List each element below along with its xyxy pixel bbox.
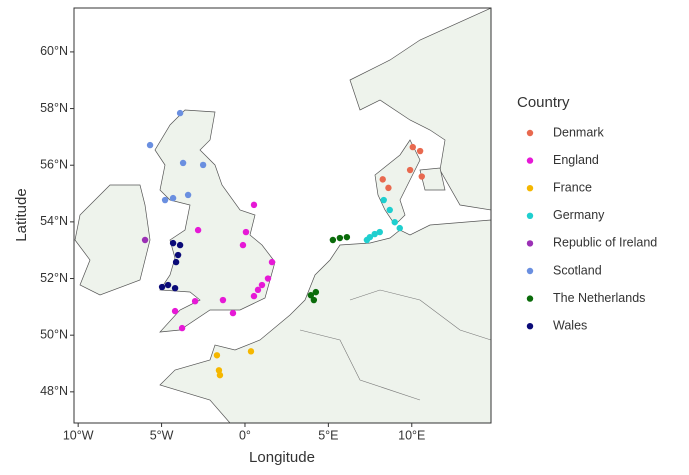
legend-key (526, 212, 534, 219)
point (418, 173, 425, 180)
x-tick-label: 10°W (63, 428, 94, 442)
point (174, 251, 182, 259)
point (184, 191, 192, 199)
y-tick-label: 50°N (40, 327, 68, 341)
legend-label: Scotland (553, 263, 602, 277)
map-background (74, 7, 492, 424)
point (385, 184, 392, 192)
point (169, 239, 177, 247)
y-tick-label: 58°N (40, 101, 68, 115)
point (376, 228, 383, 236)
legend-title: Country (517, 94, 570, 111)
point (158, 283, 166, 291)
y-tick-label: 54°N (40, 214, 68, 228)
point (247, 348, 255, 355)
point (164, 281, 172, 289)
point (191, 297, 199, 305)
y-axis-title: Latitude (13, 188, 30, 241)
point (386, 206, 393, 214)
y-tick-label: 52°N (40, 271, 68, 285)
point (215, 367, 223, 374)
point (371, 230, 378, 238)
point (250, 201, 258, 209)
point (264, 275, 272, 282)
x-axis-title: Longitude (249, 449, 315, 466)
legend-key (526, 185, 534, 192)
panel-border (73, 7, 492, 424)
point (213, 352, 221, 359)
point (416, 147, 424, 155)
legend-key (526, 295, 534, 302)
y-tick-label: 56°N (40, 158, 68, 172)
point (146, 141, 154, 149)
legend-label: Wales (553, 318, 587, 332)
legend-label: The Netherlands (553, 291, 645, 305)
point (254, 286, 262, 294)
legend-label: Republic of Ireland (553, 236, 657, 250)
point (391, 218, 398, 226)
x-tick-label: 0° (239, 428, 251, 442)
legend-label: Germany (553, 208, 605, 222)
point (219, 296, 227, 304)
point (406, 166, 414, 174)
point (258, 281, 266, 289)
point (242, 228, 250, 236)
point (343, 233, 351, 241)
point (172, 258, 180, 266)
legend-key (526, 267, 534, 275)
legend-label: England (553, 153, 599, 167)
point (199, 161, 207, 169)
legend-label: France (553, 180, 592, 194)
point (171, 284, 179, 292)
point (141, 236, 149, 244)
legend-key (526, 240, 534, 247)
point (176, 109, 184, 117)
x-tick-label: 5°W (150, 428, 174, 442)
y-tick-label: 60°N (40, 44, 68, 58)
x-tick-label: 5°E (318, 428, 338, 442)
point (194, 226, 202, 234)
x-tick-label: 10°E (398, 428, 425, 442)
legend-label: Denmark (553, 125, 604, 139)
legend-key (526, 129, 534, 137)
point (250, 292, 258, 300)
point (409, 143, 416, 151)
point (216, 371, 224, 379)
y-tick-label: 48°N (40, 384, 68, 398)
point (336, 234, 344, 242)
point (307, 292, 315, 299)
point (171, 307, 179, 315)
point (363, 236, 371, 244)
point (229, 309, 237, 317)
legend-key (526, 323, 534, 330)
point (169, 194, 177, 202)
point (179, 159, 187, 167)
point (312, 288, 320, 296)
legend-key (526, 157, 534, 164)
point (329, 236, 337, 244)
point (268, 258, 276, 266)
point (178, 324, 186, 332)
point (380, 196, 387, 204)
point (310, 296, 318, 304)
point (396, 224, 403, 232)
point (239, 241, 247, 249)
point (161, 196, 169, 204)
point (379, 176, 386, 183)
point (176, 241, 184, 249)
